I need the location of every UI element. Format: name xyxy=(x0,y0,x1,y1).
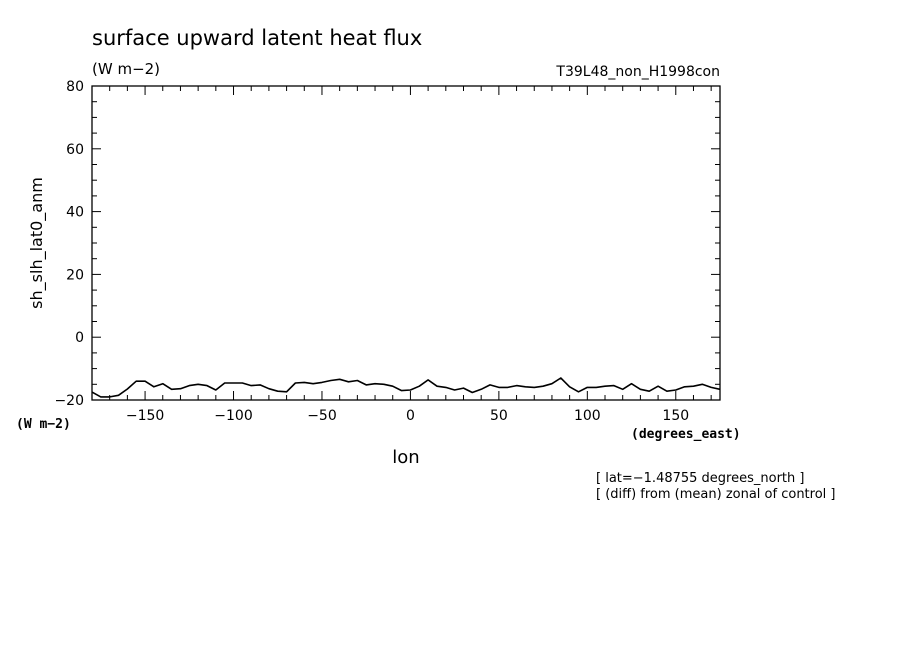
axis-ticks xyxy=(91,85,720,401)
x-tick-label: 100 xyxy=(574,408,601,424)
annotation-latitude: [ lat=−1.48755 degrees_north ] xyxy=(596,471,804,486)
x-axis-units: (degrees_east) xyxy=(631,427,741,442)
y-tick-label: 40 xyxy=(66,205,84,221)
plot-frame xyxy=(91,85,721,401)
y-tick-labels: −20 0 20 40 60 80 xyxy=(54,79,84,409)
y-tick-label: 0 xyxy=(75,330,84,346)
y-tick-label: 20 xyxy=(66,267,84,283)
chart-title-units: (W m−2) xyxy=(92,60,160,78)
y-axis-units: (W m−2) xyxy=(16,417,71,432)
x-tick-label: −100 xyxy=(214,408,252,424)
x-tick-label: 150 xyxy=(662,408,689,424)
x-tick-label: 50 xyxy=(490,408,508,424)
series-line xyxy=(91,377,721,398)
y-axis-label: sh_slh_lat0_anm xyxy=(27,177,47,309)
x-tick-label: 0 xyxy=(406,408,415,424)
x-axis-label: lon xyxy=(392,447,419,468)
chart-title: surface upward latent heat flux xyxy=(92,26,422,50)
y-tick-label: −20 xyxy=(54,393,84,409)
x-tick-labels: −150 −100 −50 0 50 100 150 xyxy=(126,408,689,424)
experiment-label: T39L48_non_H1998con xyxy=(555,64,720,80)
annotation-diff: [ (diff) from (mean) zonal of control ] xyxy=(596,487,835,502)
x-tick-label: −50 xyxy=(307,408,337,424)
y-tick-label: 60 xyxy=(66,142,84,158)
y-tick-label: 80 xyxy=(66,79,84,95)
x-tick-label: −150 xyxy=(126,408,164,424)
